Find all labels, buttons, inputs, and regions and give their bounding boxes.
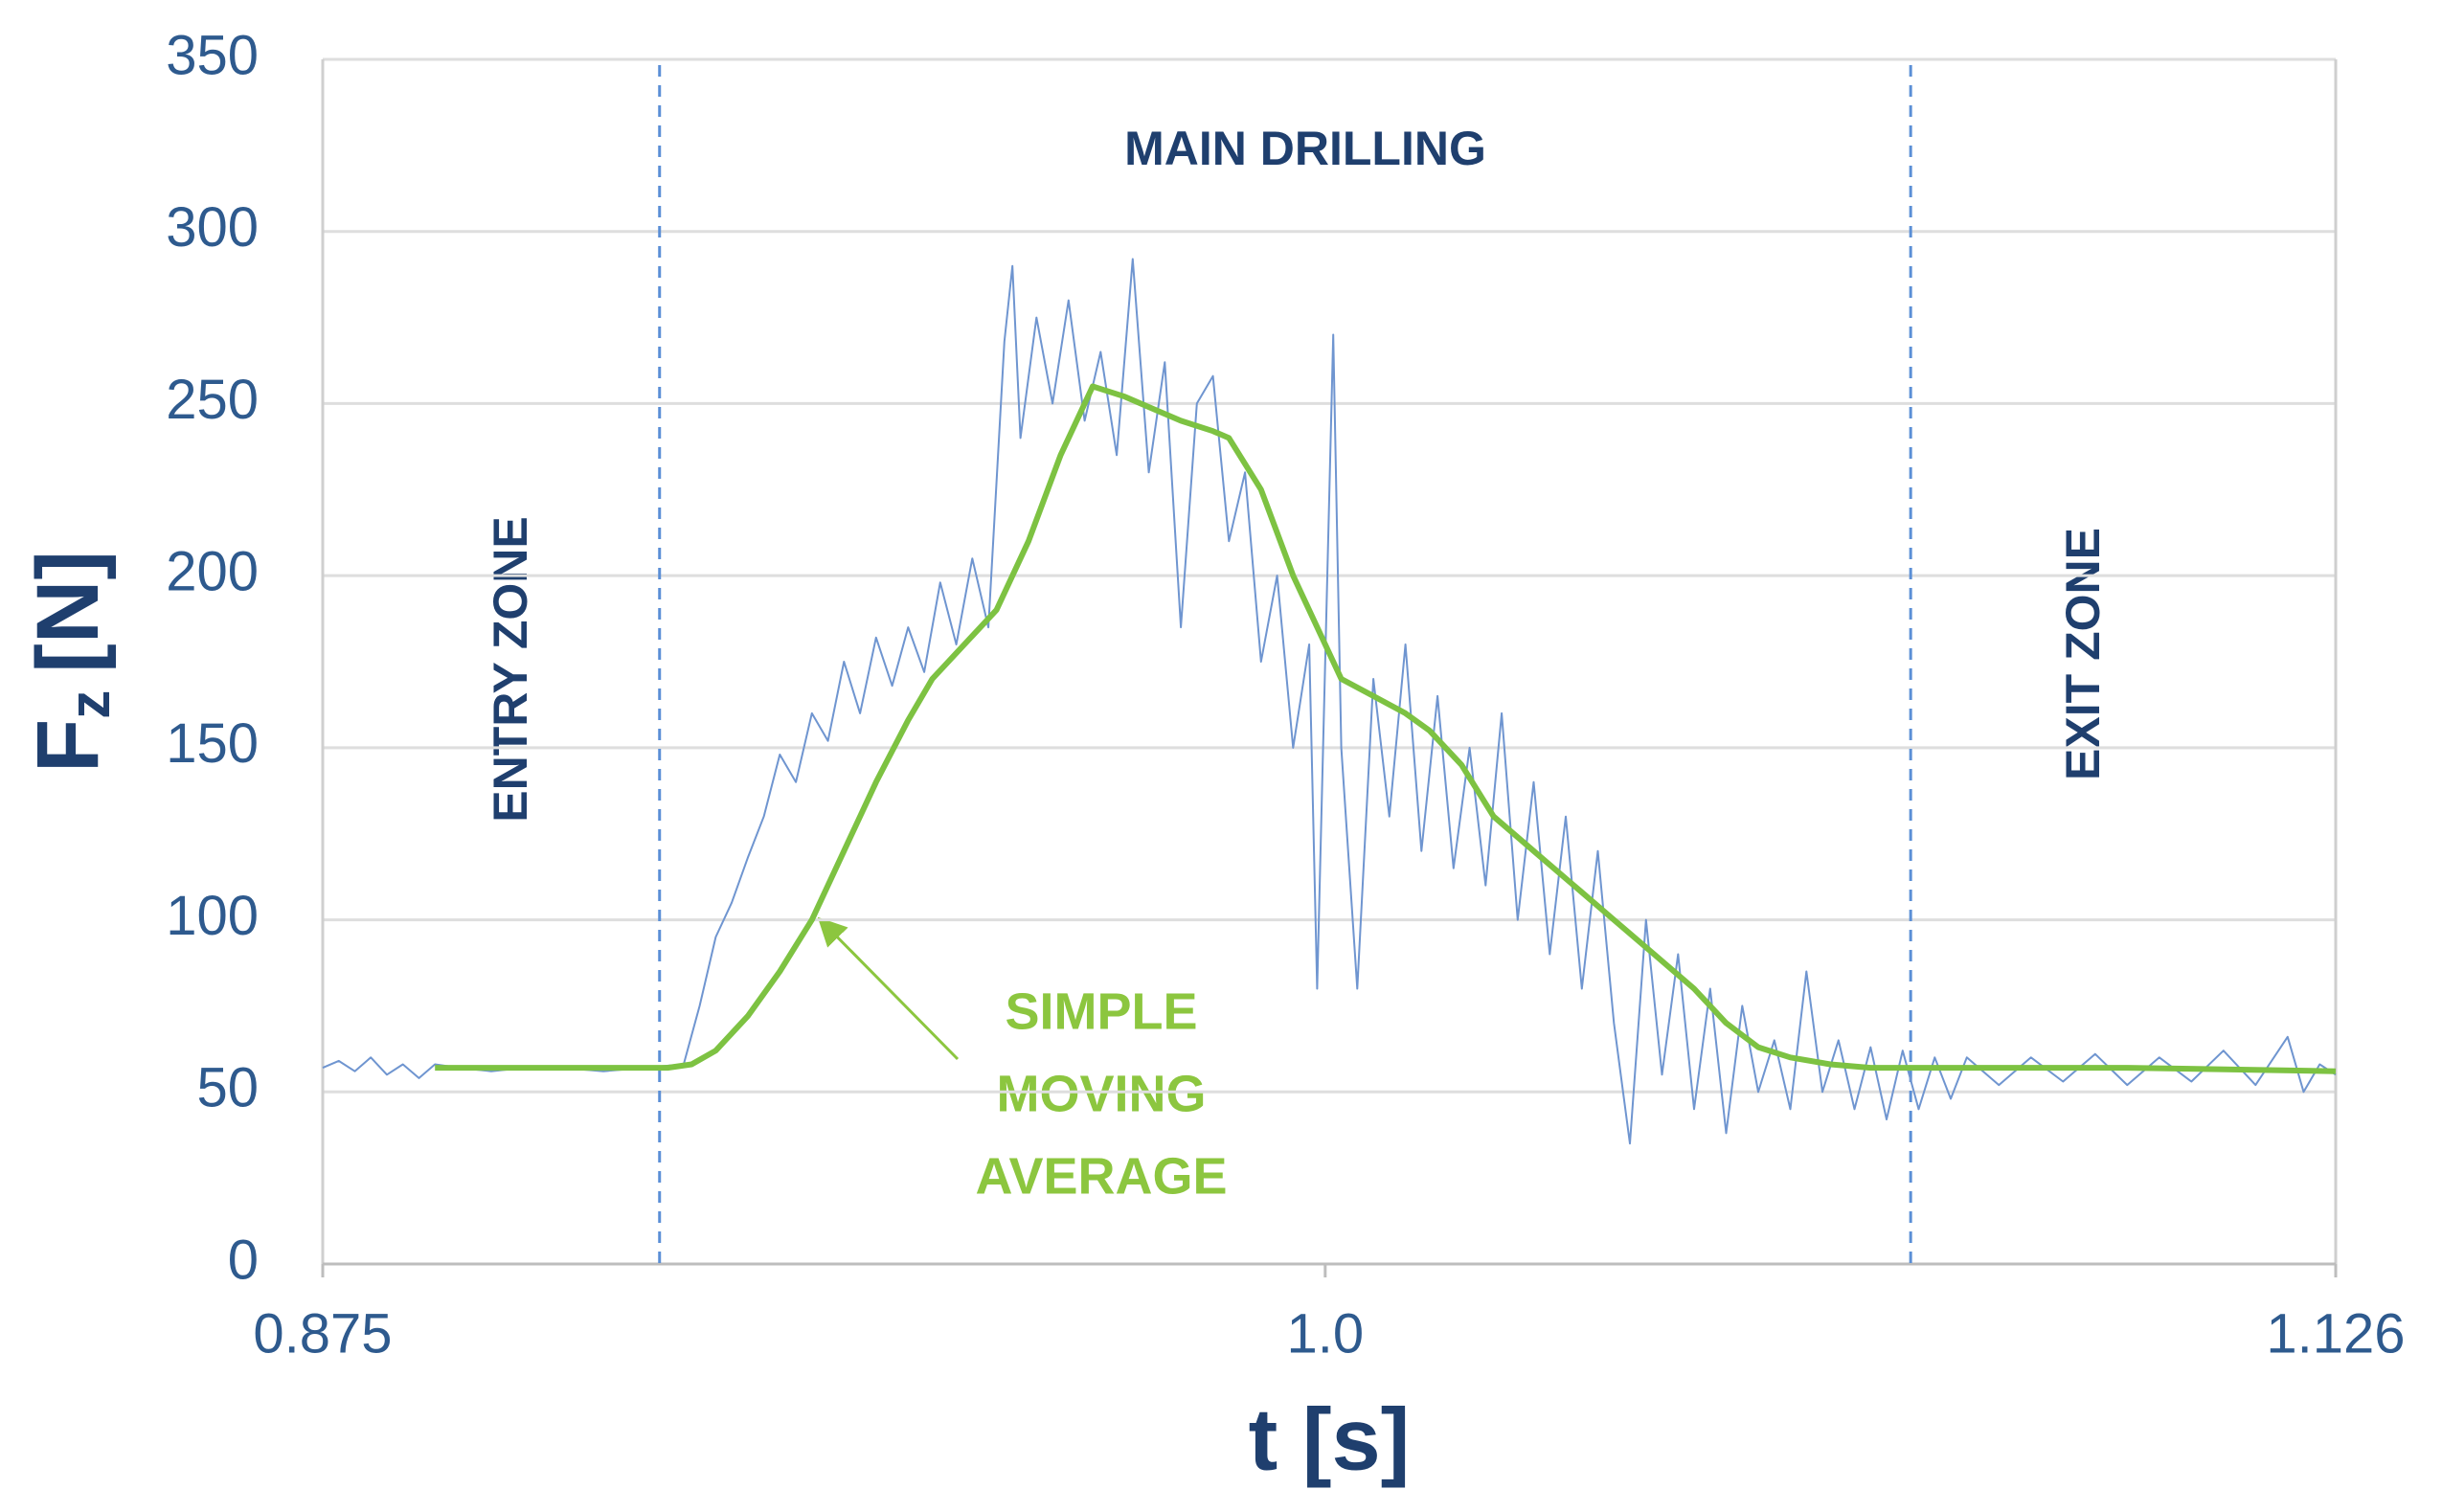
y-title-unit: [N] xyxy=(19,551,117,673)
x-axis-title: t [s] xyxy=(1249,1390,1411,1488)
y-tick-label: 300 xyxy=(166,196,259,259)
x-tick-label: 1.0 xyxy=(1286,1302,1364,1365)
y-tick-label: 150 xyxy=(166,712,259,775)
annotation: SIMPLE xyxy=(1005,982,1197,1040)
y-tick-label: 50 xyxy=(196,1057,259,1119)
zone-label: ENTRY ZONE xyxy=(484,516,537,822)
zone-label: MAIN DRILLING xyxy=(1124,122,1486,175)
y-tick-label: 350 xyxy=(166,24,259,86)
annotation-arrow xyxy=(817,916,960,1061)
series-line xyxy=(435,383,2337,1074)
y-title-main: F xyxy=(19,719,117,773)
y-tick-label: 100 xyxy=(166,885,259,947)
annotation: MOVING xyxy=(996,1065,1206,1122)
x-tick-label: 0.875 xyxy=(253,1302,392,1365)
series-line xyxy=(322,258,2337,1145)
y-axis-title: Fz [N] xyxy=(19,551,122,773)
zone-label: EXIT ZONE xyxy=(2056,528,2110,780)
y-title-sub: z xyxy=(57,690,122,719)
y-tick-label: 200 xyxy=(166,540,259,602)
y-tick-label: 0 xyxy=(228,1229,259,1291)
annotation: AVERAGE xyxy=(975,1147,1227,1205)
x-tick-label: 1.126 xyxy=(2266,1302,2405,1365)
y-tick-label: 250 xyxy=(166,369,259,431)
